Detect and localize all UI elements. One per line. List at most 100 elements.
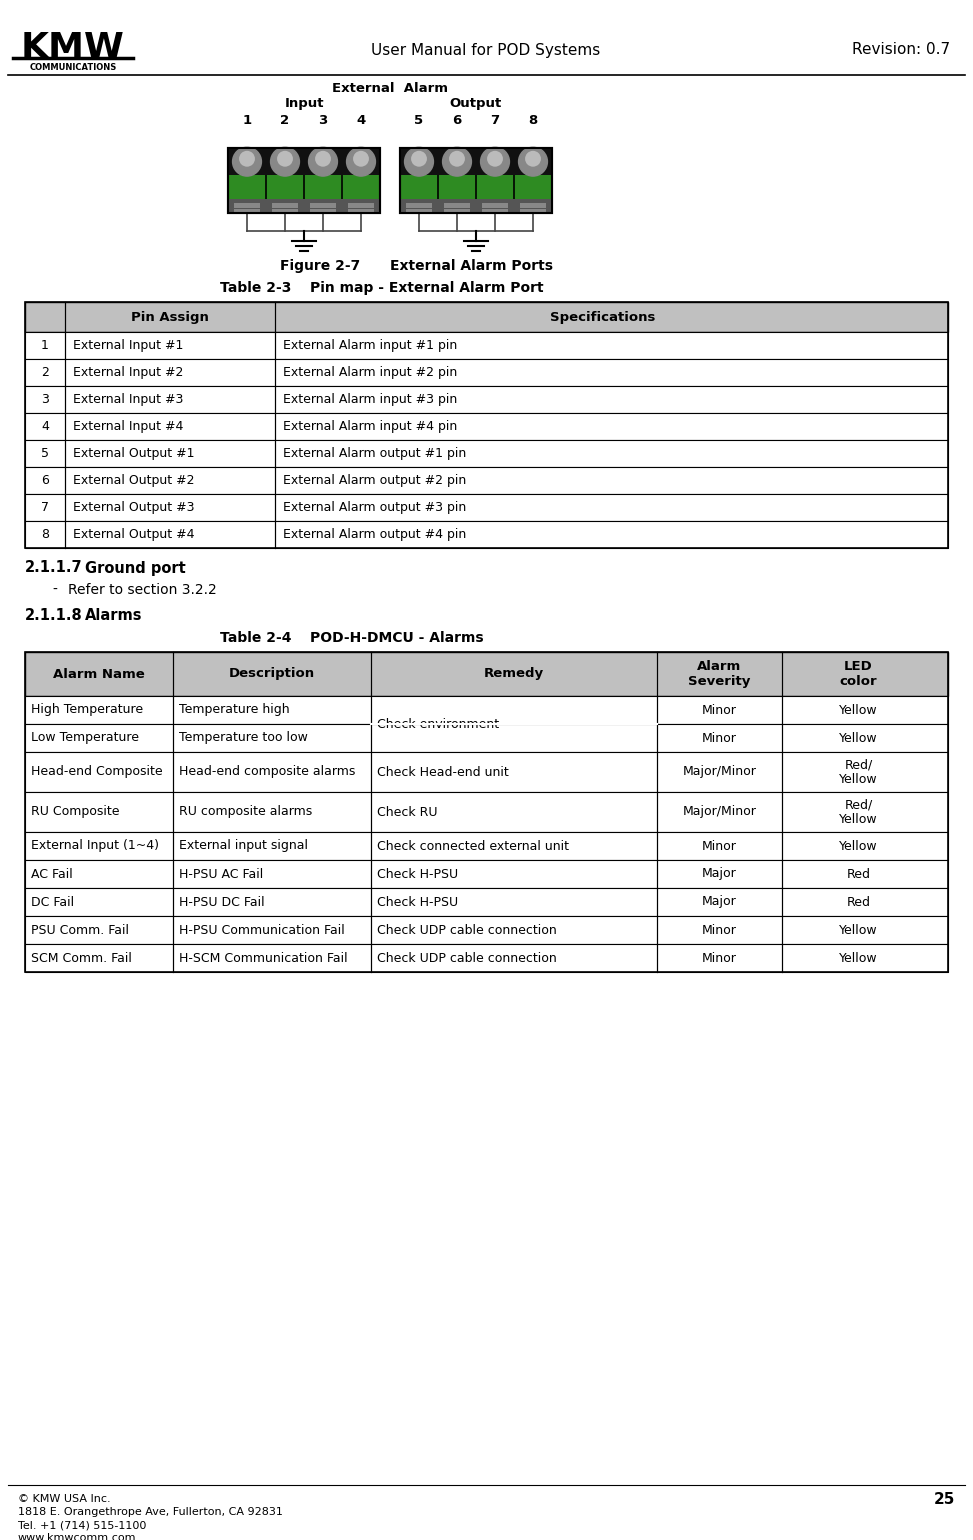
Bar <box>25 651 948 972</box>
Text: 8: 8 <box>528 114 538 126</box>
Text: Major: Major <box>703 867 737 881</box>
Bar <box>25 387 948 413</box>
Text: Check UDP cable connection: Check UDP cable connection <box>377 952 557 964</box>
Text: 2: 2 <box>280 114 290 126</box>
Text: Temperature too low: Temperature too low <box>179 732 307 744</box>
Text: Check connected external unit: Check connected external unit <box>377 839 569 853</box>
Text: Alarms: Alarms <box>85 608 142 624</box>
Text: 1818 E. Orangethrope Ave, Fullerton, CA 92831: 1818 E. Orangethrope Ave, Fullerton, CA … <box>18 1508 283 1517</box>
Bar <box>228 199 380 213</box>
Bar <box>25 792 948 832</box>
Text: Table 2-4: Table 2-4 <box>220 631 292 645</box>
Bar <box>520 209 546 214</box>
Text: Pin map - External Alarm Port: Pin map - External Alarm Port <box>310 280 544 296</box>
Circle shape <box>450 151 465 166</box>
Text: External Output #2: External Output #2 <box>73 474 195 487</box>
Text: Revision: 0.7: Revision: 0.7 <box>852 43 950 57</box>
Text: Head-end composite alarms: Head-end composite alarms <box>179 765 355 779</box>
Text: External Output #4: External Output #4 <box>73 528 195 541</box>
Circle shape <box>233 148 262 176</box>
Text: 4: 4 <box>356 114 366 126</box>
Text: External Alarm output #4 pin: External Alarm output #4 pin <box>283 528 466 541</box>
Text: POD-H-DMCU - Alarms: POD-H-DMCU - Alarms <box>310 631 484 645</box>
Text: Check Head-end unit: Check Head-end unit <box>377 765 509 779</box>
Bar <box>25 651 948 696</box>
Text: External Input #4: External Input #4 <box>73 420 183 433</box>
Bar <box>406 209 432 214</box>
Text: External  Alarm: External Alarm <box>332 82 448 94</box>
Bar <box>228 148 380 213</box>
Text: Temperature high: Temperature high <box>179 704 290 716</box>
Text: Red: Red <box>847 895 871 909</box>
Text: Table 2-3: Table 2-3 <box>220 280 291 296</box>
Text: 5: 5 <box>41 447 49 460</box>
Bar <box>25 302 948 333</box>
Text: 2: 2 <box>41 367 49 379</box>
Bar <box>400 148 552 176</box>
Text: Figure 2-7: Figure 2-7 <box>280 259 360 273</box>
Bar <box>234 209 261 214</box>
Text: Minor: Minor <box>703 732 737 744</box>
Circle shape <box>308 148 338 176</box>
Bar <box>25 302 948 548</box>
Bar <box>25 359 948 387</box>
Text: External Input #2: External Input #2 <box>73 367 183 379</box>
Bar <box>25 859 948 889</box>
Bar <box>406 203 432 208</box>
Text: 25: 25 <box>934 1492 955 1506</box>
Text: COMMUNICATIONS: COMMUNICATIONS <box>29 63 117 72</box>
Text: External Alarm input #3 pin: External Alarm input #3 pin <box>283 393 457 407</box>
Circle shape <box>481 148 510 176</box>
Text: 5: 5 <box>414 114 423 126</box>
Text: 1: 1 <box>242 114 252 126</box>
Bar <box>25 521 948 548</box>
Text: External Alarm input #2 pin: External Alarm input #2 pin <box>283 367 457 379</box>
Text: 6: 6 <box>41 474 49 487</box>
Text: Pin Assign: Pin Assign <box>131 311 209 323</box>
Text: Refer to section 3.2.2: Refer to section 3.2.2 <box>68 584 217 598</box>
Bar <box>520 203 546 208</box>
Text: External Input #3: External Input #3 <box>73 393 183 407</box>
Text: Specifications: Specifications <box>550 311 655 323</box>
Bar <box>25 696 948 724</box>
Text: Red/
Yellow: Red/ Yellow <box>839 758 878 785</box>
Circle shape <box>270 148 300 176</box>
Text: Check RU: Check RU <box>377 805 438 818</box>
Circle shape <box>353 151 369 166</box>
Circle shape <box>525 151 541 166</box>
Text: External Alarm input #1 pin: External Alarm input #1 pin <box>283 339 457 353</box>
Text: Minor: Minor <box>703 704 737 716</box>
Text: 4: 4 <box>41 420 49 433</box>
Text: Yellow: Yellow <box>839 839 878 853</box>
Bar <box>271 203 299 208</box>
Text: Yellow: Yellow <box>839 704 878 716</box>
Text: DC Fail: DC Fail <box>31 895 74 909</box>
Text: External input signal: External input signal <box>179 839 308 853</box>
Text: Head-end Composite: Head-end Composite <box>31 765 162 779</box>
Bar <box>25 889 948 916</box>
Text: PSU Comm. Fail: PSU Comm. Fail <box>31 924 129 936</box>
Bar <box>234 203 261 208</box>
Text: H-PSU DC Fail: H-PSU DC Fail <box>179 895 265 909</box>
Bar <box>347 203 375 208</box>
Bar <box>25 440 948 467</box>
Text: Alarm
Severity: Alarm Severity <box>688 661 751 688</box>
Text: Yellow: Yellow <box>839 732 878 744</box>
Text: Yellow: Yellow <box>839 952 878 964</box>
Bar <box>271 209 299 214</box>
Text: RU Composite: RU Composite <box>31 805 120 818</box>
Bar <box>25 944 948 972</box>
Text: Yellow: Yellow <box>839 924 878 936</box>
Text: 2.1.1.8: 2.1.1.8 <box>25 608 83 624</box>
Text: Minor: Minor <box>703 924 737 936</box>
Text: -: - <box>52 584 56 598</box>
Text: © KMW USA Inc.: © KMW USA Inc. <box>18 1494 111 1505</box>
Circle shape <box>239 151 255 166</box>
Text: External Alarm input #4 pin: External Alarm input #4 pin <box>283 420 457 433</box>
Bar <box>444 209 470 214</box>
Bar <box>400 199 552 213</box>
Bar <box>309 209 337 214</box>
Text: 7: 7 <box>490 114 499 126</box>
Text: 3: 3 <box>318 114 328 126</box>
Text: RU composite alarms: RU composite alarms <box>179 805 312 818</box>
